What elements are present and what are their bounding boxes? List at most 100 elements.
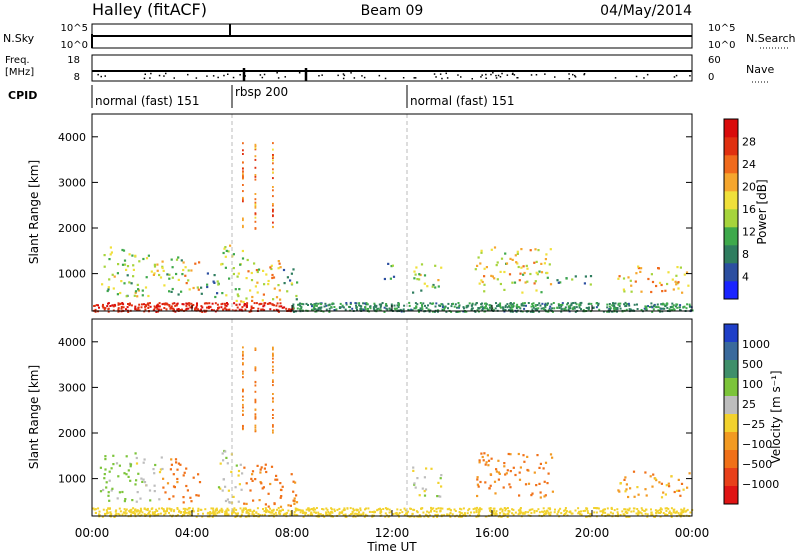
- heatmap-cell: [161, 265, 164, 268]
- heatmap-cell: [242, 161, 244, 164]
- heatmap-cell: [330, 306, 333, 309]
- heatmap-cell: [414, 273, 417, 276]
- heatmap-cell: [503, 270, 506, 274]
- heatmap-cell: [153, 305, 156, 308]
- heatmap-cell: [481, 455, 484, 459]
- heatmap-cell: [176, 508, 179, 510]
- heatmap-cell: [122, 249, 126, 252]
- heatmap-cell: [627, 302, 630, 305]
- heatmap-cell: [263, 467, 266, 470]
- heatmap-cell: [527, 514, 530, 517]
- heatmap-cell: [483, 452, 486, 455]
- heatmap-cell: [450, 310, 453, 313]
- heatmap-cell: [536, 454, 539, 457]
- heatmap-cell: [673, 490, 676, 494]
- heatmap-cell: [237, 469, 241, 473]
- heatmap-cell: [254, 155, 257, 158]
- heatmap-cell: [251, 299, 254, 302]
- heatmap-cell: [227, 513, 230, 516]
- heatmap-cell: [619, 307, 622, 310]
- heatmap-cell: [117, 307, 120, 310]
- heatmap-cell: [378, 303, 381, 306]
- heatmap-cell: [437, 481, 440, 484]
- heatmap-cell: [126, 274, 129, 277]
- heatmap-cell: [272, 276, 276, 279]
- heatmap-cell: [323, 515, 326, 518]
- heatmap-cell: [242, 376, 244, 379]
- heatmap-cell: [587, 307, 590, 310]
- heatmap-cell: [272, 189, 274, 192]
- heatmap-cell: [316, 309, 318, 312]
- heatmap-cell: [632, 507, 635, 510]
- heatmap-cell: [421, 305, 424, 308]
- heatmap-cell: [625, 308, 628, 311]
- heatmap-cell: [102, 306, 105, 309]
- nave-dot: [100, 75, 102, 78]
- heatmap-cell: [254, 216, 257, 219]
- heatmap-cell: [574, 275, 577, 278]
- heatmap-cell: [593, 507, 596, 509]
- heatmap-cell: [619, 482, 622, 485]
- heatmap-cell: [659, 508, 662, 511]
- heatmap-cell: [413, 482, 416, 485]
- heatmap-cell: [245, 502, 248, 505]
- heatmap-cell: [495, 470, 498, 473]
- heatmap-cell: [341, 304, 344, 307]
- heatmap-cell: [499, 304, 501, 306]
- heatmap-cell: [623, 513, 626, 516]
- heatmap-cell: [531, 303, 534, 305]
- heatmap-cell: [197, 509, 200, 512]
- heatmap-cell: [374, 304, 377, 307]
- heatmap-cell: [359, 514, 362, 517]
- heatmap-cell: [557, 303, 560, 306]
- heatmap-cell: [196, 302, 198, 305]
- heatmap-cell: [421, 507, 424, 510]
- heatmap-cell: [317, 308, 320, 311]
- heatmap-cell: [396, 304, 399, 307]
- heatmap-cell: [197, 288, 200, 291]
- heatmap-cell: [127, 475, 130, 478]
- heatmap-cell: [651, 280, 655, 284]
- nave-dot: [150, 72, 152, 75]
- heatmap-cell: [137, 307, 140, 310]
- heatmap-cell: [502, 486, 505, 489]
- heatmap-cell: [630, 510, 633, 513]
- heatmap-cell: [494, 492, 497, 495]
- heatmap-cell: [182, 268, 185, 272]
- heatmap-cell: [500, 515, 502, 518]
- heatmap-cell: [256, 291, 259, 294]
- heatmap-cell: [221, 302, 224, 305]
- heatmap-cell: [518, 471, 521, 474]
- heatmap-cell: [135, 456, 138, 460]
- heatmap-cell: [504, 308, 507, 311]
- heatmap-cell: [415, 510, 418, 513]
- heatmap-cell: [520, 266, 523, 269]
- heatmap-cell: [157, 310, 159, 313]
- heatmap-cell: [254, 408, 257, 411]
- nave-dot: [206, 75, 208, 77]
- heatmap-cell: [459, 511, 462, 514]
- heatmap-cell: [222, 459, 225, 462]
- colorbar-tick: 20: [742, 181, 756, 194]
- heatmap-cell: [428, 511, 430, 514]
- heatmap-cell: [292, 499, 295, 502]
- heatmap-cell: [531, 508, 534, 511]
- heatmap-cell: [232, 267, 235, 270]
- heatmap-cell: [613, 309, 616, 312]
- heatmap-cell: [543, 513, 545, 516]
- heatmap-cell: [681, 291, 684, 294]
- heatmap-cell: [210, 308, 213, 311]
- heatmap-cell: [117, 263, 120, 266]
- heatmap-cell: [196, 304, 198, 306]
- heatmap-cell: [455, 311, 458, 313]
- heatmap-cell: [242, 354, 244, 357]
- heatmap-cell: [542, 308, 545, 311]
- heatmap-cell: [462, 306, 465, 309]
- heatmap-cell: [411, 309, 414, 312]
- heatmap-cell: [210, 507, 213, 510]
- heatmap-cell: [534, 304, 537, 307]
- heatmap-cell: [163, 284, 166, 287]
- heatmap-cell: [552, 302, 555, 304]
- heatmap-cell: [291, 307, 294, 310]
- heatmap-cell: [224, 246, 227, 249]
